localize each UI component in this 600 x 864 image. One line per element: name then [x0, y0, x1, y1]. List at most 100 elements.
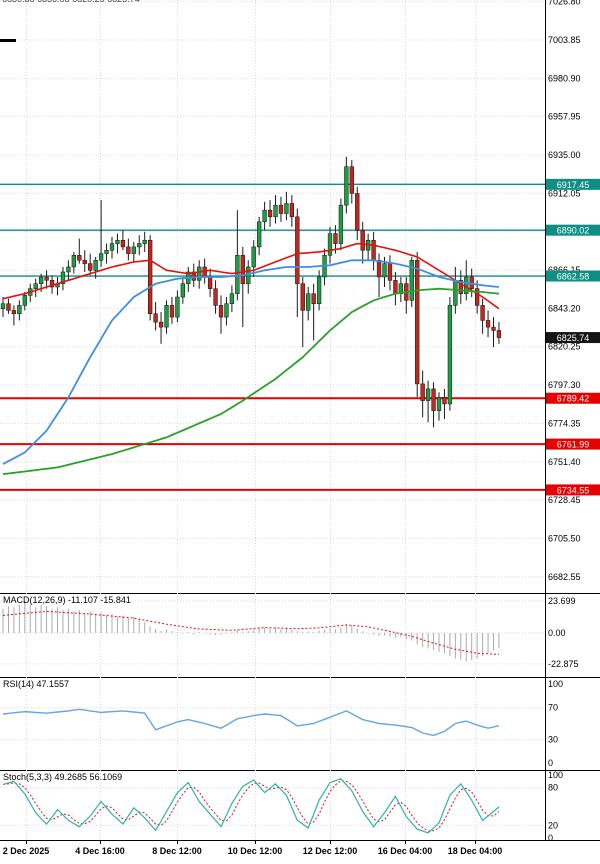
- stoch-scale-label: 100: [548, 770, 563, 780]
- candle-down: [213, 288, 218, 306]
- candle-down: [44, 276, 49, 281]
- rsi-panel[interactable]: 100 70 30 0: [0, 677, 600, 770]
- time-axis-tick: [405, 841, 406, 844]
- price-tick-label: 6912.05: [548, 188, 581, 198]
- macd-bar: [454, 633, 456, 659]
- stoch-scale-label: 0: [548, 833, 553, 840]
- candle-down: [485, 320, 491, 328]
- time-label: 12 Dec 12:00: [302, 846, 358, 856]
- macd-bar: [155, 628, 157, 633]
- candle-down: [11, 310, 17, 314]
- price-tick-label: 7003.85: [548, 35, 581, 45]
- candle-down: [376, 260, 382, 278]
- candle-down: [82, 260, 87, 264]
- macd-bar: [356, 628, 358, 633]
- macd-bar: [411, 633, 413, 641]
- macd-bar: [106, 615, 108, 633]
- macd-bar: [296, 631, 298, 633]
- support-badge: [546, 392, 600, 404]
- rsi-indicator-label: RSI(14) 47.1557: [3, 679, 70, 689]
- rsi-scale-label: 0: [548, 758, 553, 768]
- candle-up: [262, 209, 267, 223]
- time-axis-tick: [100, 841, 101, 844]
- macd-bar: [29, 604, 31, 633]
- macd-bar: [67, 608, 69, 633]
- price-tick-label: 6682.55: [548, 572, 581, 582]
- candle-down: [77, 255, 82, 261]
- macd-bar: [13, 607, 15, 633]
- vertical-gridlines: [26, 677, 476, 770]
- macd-bar: [231, 632, 233, 633]
- macd-bar: [220, 633, 222, 635]
- macd-bar: [133, 616, 135, 633]
- candle-up: [71, 255, 76, 268]
- rsi-scale-label: 100: [548, 679, 563, 689]
- time-label: 18 Dec 04:00: [447, 846, 503, 856]
- candle-up: [175, 296, 180, 318]
- candle-down: [169, 305, 175, 318]
- macd-bar: [73, 611, 75, 633]
- macd-bar: [422, 633, 424, 648]
- macd-bar: [275, 627, 276, 633]
- macd-bar: [285, 628, 287, 633]
- macd-bar: [57, 607, 58, 633]
- macd-signal-line: [2, 610, 499, 655]
- macd-bar: [51, 608, 53, 633]
- candle-down: [49, 280, 55, 288]
- candle-up: [229, 293, 235, 304]
- macd-bar: [95, 614, 97, 633]
- time-axis-tick: [475, 841, 476, 844]
- main-price-chart[interactable]: 7026.80 7003.85 6980.90 6957.95 6935.00 6912.…: [0, 0, 600, 593]
- candle-down: [420, 383, 425, 401]
- candle-up: [273, 204, 278, 218]
- candle-down: [442, 397, 447, 405]
- macd-histogram: [2, 601, 500, 662]
- resistance-badge-label: 6890.02: [557, 226, 590, 236]
- macd-bar: [144, 622, 146, 633]
- support-badge-label: 6734.55: [557, 485, 590, 495]
- candle-up: [22, 295, 27, 306]
- candle-down: [496, 330, 502, 338]
- support-badge-label: 6761.99: [557, 440, 590, 450]
- macd-bar: [318, 630, 320, 633]
- candle-down: [240, 255, 245, 284]
- macd-bar: [198, 631, 200, 633]
- price-tick-label: 6980.90: [548, 73, 581, 83]
- candle-up: [447, 305, 453, 405]
- macd-bar: [449, 633, 451, 656]
- resistance-badge-label: 6917.45: [557, 180, 590, 190]
- candle-up: [327, 233, 333, 256]
- candle-down: [218, 305, 224, 318]
- candle-down: [120, 239, 126, 248]
- price-tick-label: 7026.80: [548, 0, 581, 7]
- candle-up: [131, 246, 136, 254]
- candle-up: [93, 260, 98, 271]
- support-resistance-lines: [0, 183, 545, 491]
- macd-bar: [127, 618, 129, 633]
- candle-up: [436, 397, 442, 411]
- price-tick-label: 6935.00: [548, 150, 581, 160]
- candle-up: [344, 166, 349, 206]
- candle-down: [475, 288, 480, 306]
- candle-up: [104, 250, 109, 254]
- macd-bar: [465, 633, 467, 662]
- macd-panel[interactable]: 23.699 0.00 -22.875: [0, 593, 600, 677]
- macd-bar: [498, 633, 500, 648]
- macd-bar: [100, 612, 102, 633]
- rsi-scale-label: 30: [548, 734, 558, 744]
- macd-bar: [476, 633, 478, 659]
- macd-bar: [138, 619, 140, 633]
- price-tick-label: 6797.30: [548, 380, 581, 390]
- macd-bar: [460, 633, 462, 660]
- candle-up: [33, 283, 38, 289]
- candle-down: [387, 263, 393, 281]
- stoch-panel[interactable]: 100 80 20 0: [0, 770, 600, 840]
- candle-down: [158, 321, 164, 328]
- macd-bar: [62, 610, 64, 633]
- macd-bar: [482, 633, 484, 656]
- candle-down: [480, 305, 485, 321]
- candle-up: [425, 388, 431, 401]
- candle-down: [300, 283, 305, 311]
- macd-bar: [307, 631, 309, 633]
